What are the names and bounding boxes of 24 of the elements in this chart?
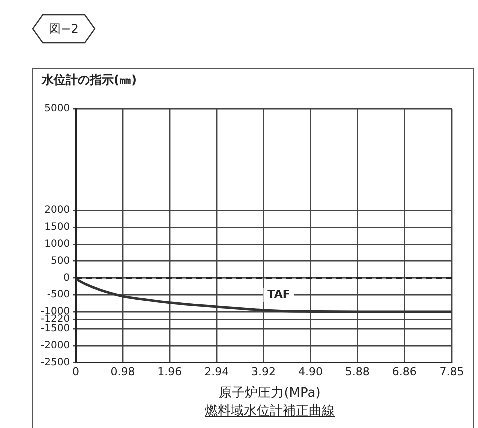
ref-line-label: TAF bbox=[268, 288, 290, 302]
x-tick-label: 4.90 bbox=[298, 365, 323, 378]
y-tick-label: 0 bbox=[64, 272, 70, 284]
x-tick-label: 0 bbox=[72, 365, 80, 378]
y-tick-label: 500 bbox=[50, 256, 70, 267]
x-tick-label: 2.94 bbox=[204, 365, 230, 378]
y-tick-label: 2000 bbox=[44, 205, 70, 216]
x-tick-label: 1.96 bbox=[158, 365, 182, 378]
y-tick-label: -1500 bbox=[40, 324, 70, 335]
y-tick-label: 1000 bbox=[44, 238, 70, 250]
line-series bbox=[76, 278, 452, 314]
y-tick-label: 1500 bbox=[44, 222, 70, 234]
x-tick-label: 3.92 bbox=[252, 365, 276, 378]
text: 燃料域水位計補正曲線 bbox=[205, 404, 335, 419]
y-axis-title: 水位計の指示(㎜) bbox=[42, 73, 137, 87]
x-tick-label: 6.86 bbox=[392, 365, 417, 378]
y-tick-label: 5000 bbox=[44, 104, 70, 115]
y-tick-label: -500 bbox=[47, 290, 70, 301]
x-axis-title: 原子炉圧力(MPa) bbox=[218, 385, 322, 402]
x-tick-label: 0.98 bbox=[110, 365, 136, 378]
x-tick-label: 7.85 bbox=[440, 365, 464, 378]
x-tick-label: 5.88 bbox=[345, 365, 370, 378]
y-tick-label: -2000 bbox=[40, 340, 70, 352]
y-tick-label: -2500 bbox=[40, 357, 70, 368]
